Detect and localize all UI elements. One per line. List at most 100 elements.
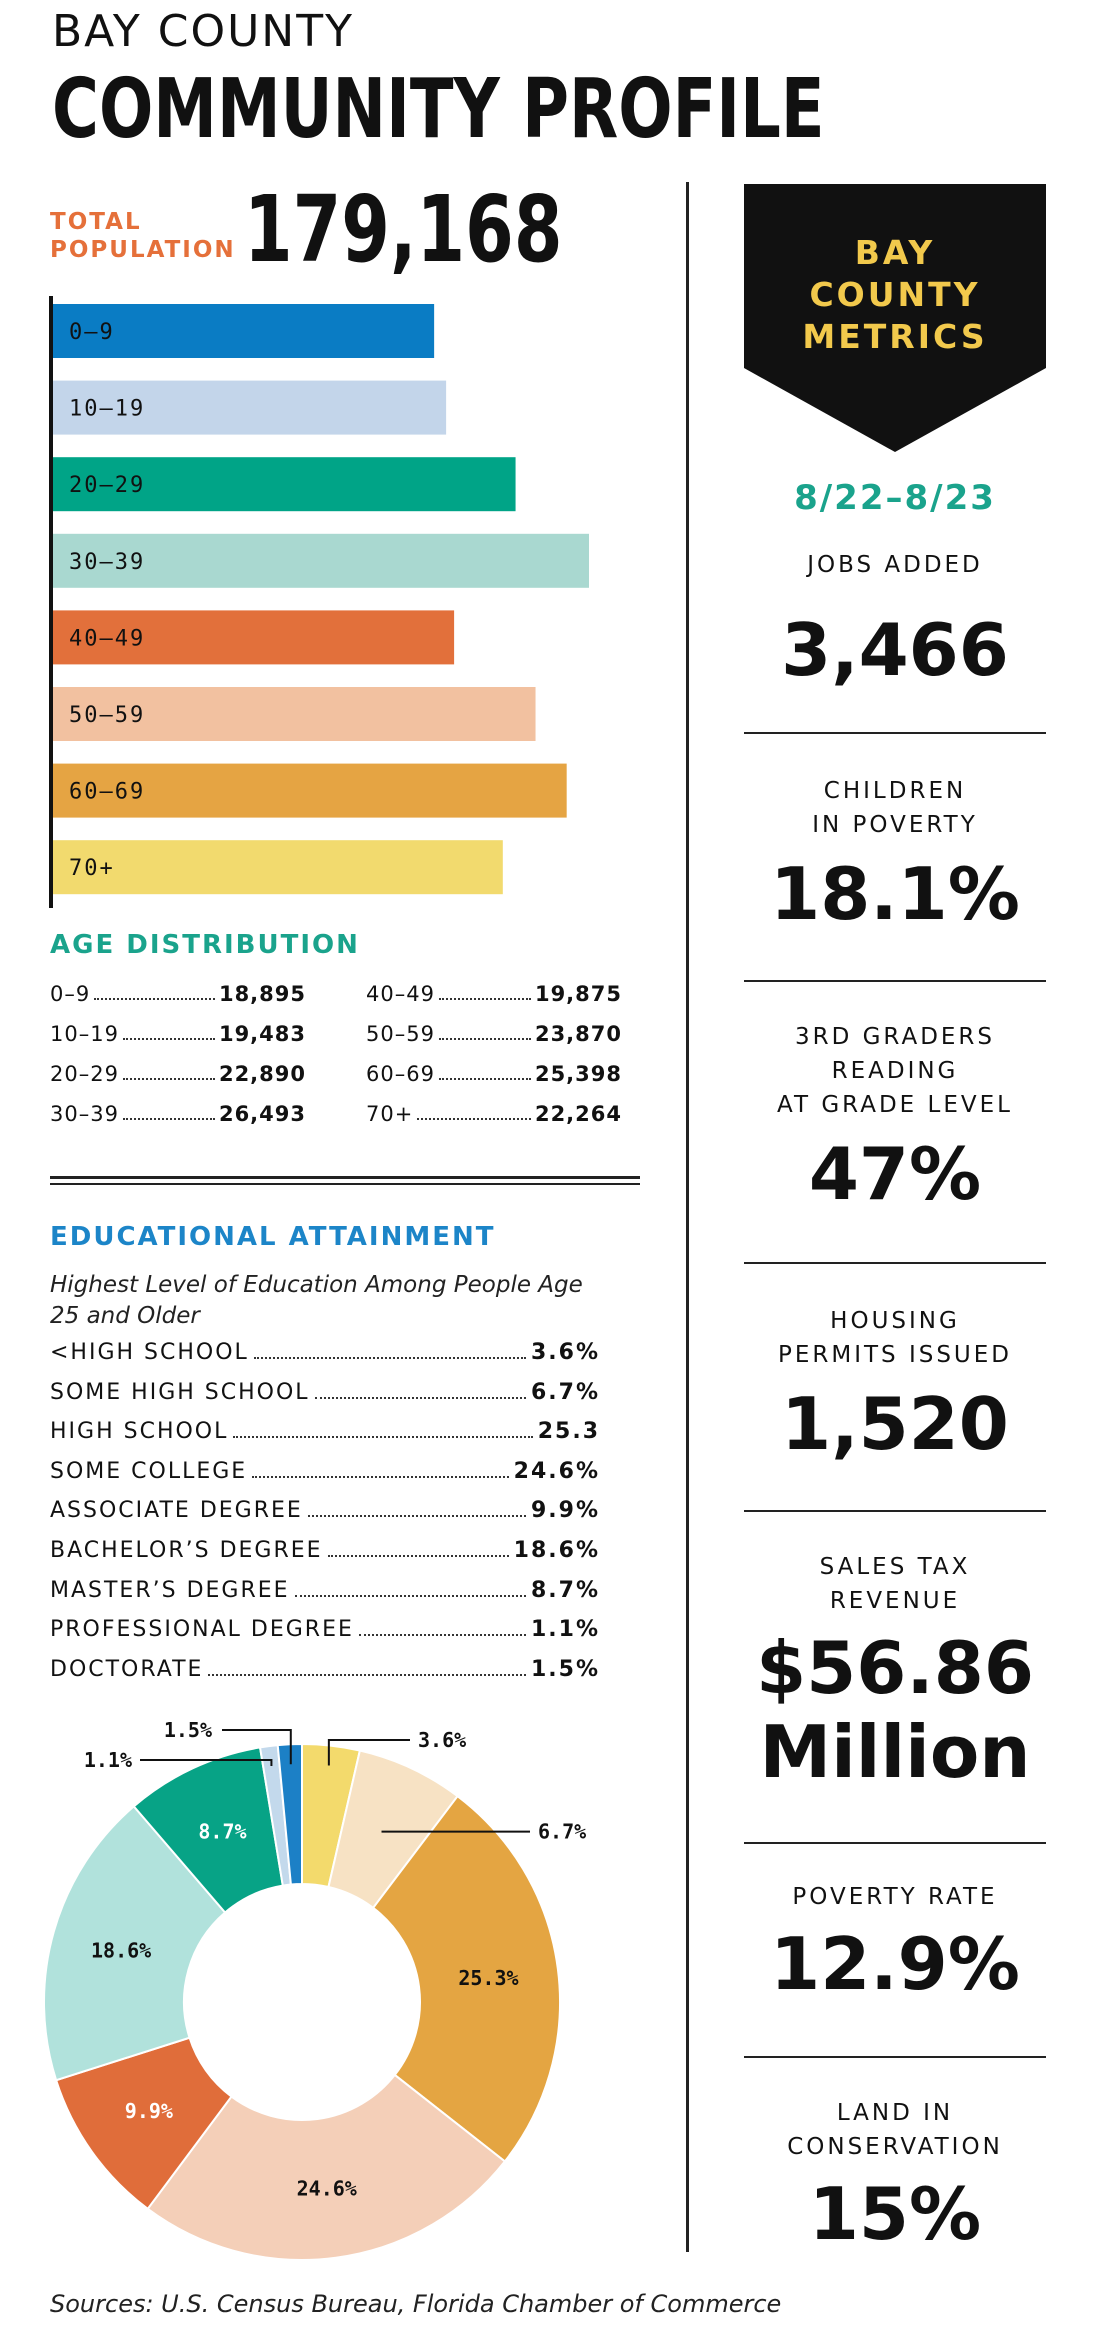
age-bar-label: 50–59 — [69, 703, 145, 728]
age-row-value: 19,483 — [218, 1022, 306, 1046]
badge-line-3: METRICS — [802, 317, 988, 356]
donut-label: 8.7% — [198, 1820, 246, 1844]
age-bar-10-19 — [49, 380, 447, 435]
age-row-value: 22,264 — [534, 1102, 622, 1126]
metric-label-text: 3RD GRADERS READING AT GRADE LEVEL — [777, 1024, 1013, 1118]
age-row-label: 40–49 — [366, 982, 435, 1006]
leader-dots — [233, 1419, 533, 1439]
education-row-high-school: HIGH SCHOOL 25.3 — [50, 1419, 600, 1444]
leader-dots — [208, 1657, 526, 1676]
age-row-label: 10–19 — [50, 1022, 119, 1046]
metric-value-jobs-added: 3,466 — [744, 608, 1046, 692]
education-heading: EDUCATIONAL ATTAINMENT — [50, 1222, 496, 1252]
age-bar-40-49 — [49, 610, 455, 665]
education-row-label: SOME HIGH SCHOOL — [50, 1379, 310, 1405]
metric-value-text: 47% — [808, 1132, 982, 1216]
metric-value-land-in-conservation: 15% — [744, 2172, 1046, 2256]
metric-label-land-in-conservation: LAND IN CONSERVATION — [744, 2096, 1046, 2164]
age-bar-50-59 — [49, 687, 536, 741]
age-row-60-69: 60–69 25,398 — [366, 1062, 622, 1086]
metric-label-poverty-rate: POVERTY RATE — [744, 1880, 1046, 1914]
metric-label-text: POVERTY RATE — [792, 1884, 998, 1910]
total-label-line2: POPULATION — [50, 237, 236, 263]
bar-chart-axis — [49, 296, 53, 908]
age-bar-label: 30–39 — [69, 550, 145, 575]
education-row-label: HIGH SCHOOL — [50, 1419, 229, 1445]
metric-label-text: LAND IN CONSERVATION — [787, 2100, 1003, 2160]
metric-label-text: SALES TAX REVENUE — [819, 1554, 971, 1614]
leader-dots — [94, 982, 215, 1000]
metric-label-text: CHILDREN IN POVERTY — [812, 778, 978, 838]
metric-divider — [744, 980, 1046, 982]
donut-leader-line — [327, 1739, 410, 1766]
metric-divider — [744, 1510, 1046, 1512]
age-bar-label: 60–69 — [69, 780, 145, 805]
donut-slice-some-college — [146, 2073, 507, 2261]
donut-callout-label: 1.5% — [164, 1718, 212, 1742]
education-row-associate-degree: ASSOCIATE DEGREE 9.9% — [50, 1498, 600, 1523]
sources-note: Sources: U.S. Census Bureau, Florida Cha… — [50, 2290, 782, 2318]
age-bar-20-29 — [49, 457, 516, 512]
donut-label: 25.3% — [458, 1966, 518, 1990]
age-row-0-9: 0–9 18,895 — [50, 982, 306, 1006]
donut-label: 18.6% — [91, 1939, 151, 1963]
badge-shape — [744, 184, 1046, 452]
age-bar-label: 0–9 — [69, 320, 115, 345]
metric-label-sales-tax-revenue: SALES TAX REVENUE — [744, 1550, 1046, 1618]
education-row-value: 1.5% — [530, 1656, 600, 1682]
age-row-label: 60–69 — [366, 1062, 435, 1086]
age-row-label: 30–39 — [50, 1102, 119, 1126]
metric-value-sales-tax-revenue: $56.86 Million — [744, 1626, 1046, 1794]
total-population-label: TOTAL POPULATION — [50, 208, 236, 264]
education-row-value: 18.6% — [513, 1538, 600, 1563]
age-bar-label: 40–49 — [69, 626, 145, 651]
age-row-value: 22,890 — [218, 1062, 306, 1086]
donut-label: 9.9% — [125, 2099, 173, 2123]
age-row-20-29: 20–29 22,890 — [50, 1062, 306, 1086]
metrics-date-range: 8/22–8/23 — [794, 478, 996, 518]
education-row-bachelor-s-degree: BACHELOR’S DEGREE 18.6% — [50, 1538, 600, 1563]
age-bar-60-69 — [49, 763, 567, 818]
leader-dots — [417, 1102, 531, 1120]
age-row-value: 19,875 — [534, 982, 622, 1006]
donut-callout-label: 6.7% — [538, 1820, 586, 1844]
age-row-50-59: 50–59 23,870 — [366, 1022, 622, 1046]
age-row-70: 70+ 22,264 — [366, 1102, 622, 1126]
education-donut-chart: 25.3% 24.6% 9.9% 18.6% 8.7% 3.6% 6.7% 1.5% 1.1% — [43, 1718, 586, 2261]
donut-leader-line — [140, 1759, 273, 1766]
column-divider — [686, 182, 689, 2252]
metric-value-text: 3,466 — [781, 608, 1009, 692]
leader-dots — [358, 1617, 526, 1637]
education-row-value: 25.3 — [537, 1419, 600, 1445]
metric-value-text: 18.1% — [770, 852, 1020, 936]
age-row-value: 25,398 — [534, 1062, 622, 1086]
section-divider-top — [50, 1176, 640, 1179]
age-row-label: 0–9 — [50, 982, 91, 1006]
age-bar-chart: 0–9 10–19 20–29 30–39 40–49 50–59 60–69 70+ — [49, 304, 589, 895]
education-row-label: SOME COLLEGE — [50, 1458, 248, 1484]
age-row-40-49: 40–49 19,875 — [366, 982, 622, 1006]
metric-value-text: 12.9% — [770, 1922, 1020, 2006]
leader-dots — [122, 1062, 215, 1080]
age-distribution-heading: AGE DISTRIBUTION — [50, 930, 360, 960]
leader-dots — [438, 1022, 531, 1040]
metric-value-text: 15% — [808, 2172, 982, 2256]
education-row-master-s-degree: MASTER’S DEGREE 8.7% — [50, 1578, 600, 1603]
leader-dots — [327, 1538, 509, 1557]
leader-dots — [122, 1102, 215, 1120]
metric-value-text: $56.86 — [756, 1626, 1034, 1710]
education-row-label: <HIGH SCHOOL — [50, 1340, 249, 1365]
metric-divider — [744, 732, 1046, 734]
age-row-30-39: 30–39 26,493 — [50, 1102, 306, 1126]
metric-label-children-in-poverty: CHILDREN IN POVERTY — [744, 774, 1046, 842]
education-row-some-college: SOME COLLEGE 24.6% — [50, 1459, 600, 1484]
age-bar-label: 20–29 — [69, 473, 145, 498]
leader-dots — [294, 1578, 526, 1597]
age-row-label: 70+ — [366, 1102, 414, 1126]
education-row-label: ASSOCIATE DEGREE — [50, 1498, 303, 1524]
leader-dots — [438, 1062, 531, 1080]
age-bar-30-39 — [49, 533, 589, 588]
education-row-high-school: <HIGH SCHOOL 3.6% — [50, 1340, 600, 1365]
metric-divider — [744, 2056, 1046, 2058]
age-bar-0-9 — [49, 304, 435, 358]
